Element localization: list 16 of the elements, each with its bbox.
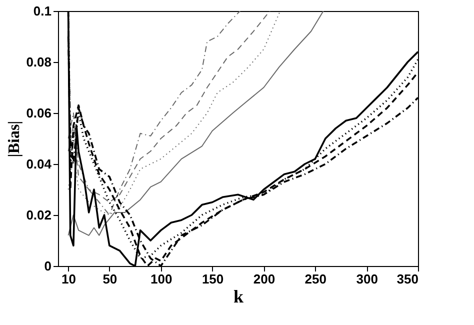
x-tick-label: 350 [396,272,418,286]
y-tick-label: 0 [44,258,52,274]
y-tick-label: 0.08 [26,54,52,70]
y-tick-label: 0.06 [26,106,52,120]
x-tick-label: 200 [253,272,276,286]
x-tick-label: 250 [304,272,326,286]
x-tick-label: 300 [356,272,378,286]
x-tick-label: 50 [102,272,118,286]
y-tick-label: 0.1 [33,4,52,18]
y-tick-label: 0.02 [26,208,52,222]
x-tick-label: 10 [62,272,76,286]
x-tick-label: 100 [150,272,172,286]
x-axis-title: k [233,286,244,306]
y-tick-label: 0.04 [26,156,52,172]
y-axis-title: |Bias| [6,120,24,158]
x-tick-label: 150 [202,272,224,286]
